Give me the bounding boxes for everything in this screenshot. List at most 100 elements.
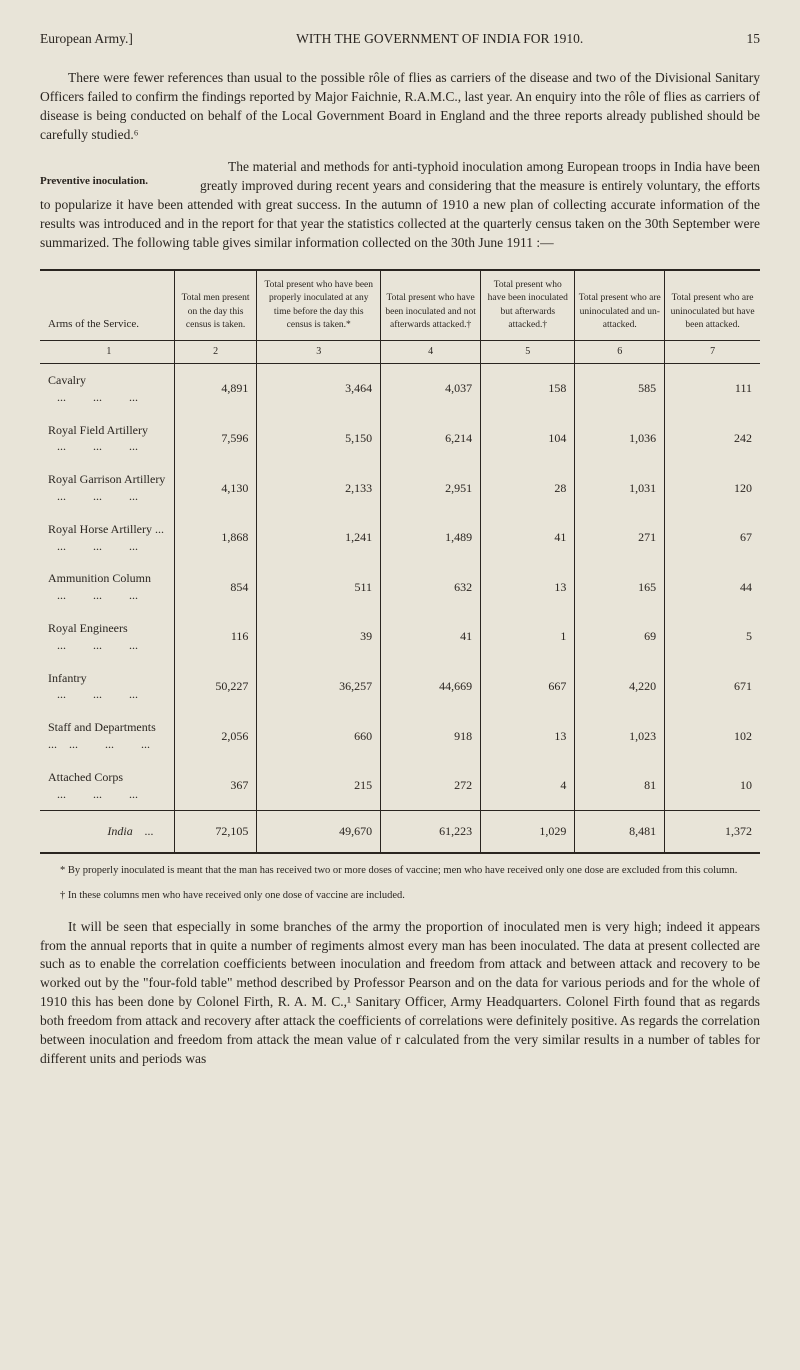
row-value: 13 (481, 711, 575, 761)
row-value: 44,669 (381, 662, 481, 712)
row-value: 4,130 (174, 463, 257, 513)
row-value: 2,951 (381, 463, 481, 513)
row-value: 111 (665, 364, 760, 414)
row-value: 667 (481, 662, 575, 712)
paragraph-2-text: The material and methods for anti-typhoi… (40, 159, 760, 250)
col-header-4: Total present who have been inoculated a… (381, 270, 481, 341)
row-label: Royal Field Artillery ... ... ... (40, 414, 174, 464)
col-header-7: Total present who are uninoculated but h… (665, 270, 760, 341)
row-label: Infantry ... ... ... (40, 662, 174, 712)
table-row: Staff and Departments ... ... ... ...2,0… (40, 711, 760, 761)
row-value: 10 (665, 761, 760, 811)
row-value: 4,037 (381, 364, 481, 414)
row-value: 102 (665, 711, 760, 761)
row-value: 41 (481, 513, 575, 563)
row-value: 1,868 (174, 513, 257, 563)
colnum-2: 2 (174, 341, 257, 364)
row-value: 585 (575, 364, 665, 414)
row-value: 5,150 (257, 414, 381, 464)
colnum-5: 5 (481, 341, 575, 364)
row-label: Ammunition Column ... ... ... (40, 562, 174, 612)
row-value: 67 (665, 513, 760, 563)
row-value: 116 (174, 612, 257, 662)
row-value: 367 (174, 761, 257, 811)
col-header-3: Total present who have been properly ino… (257, 270, 381, 341)
row-value: 2,056 (174, 711, 257, 761)
row-value: 660 (257, 711, 381, 761)
table-row: Ammunition Column ... ... ...85451163213… (40, 562, 760, 612)
row-value: 1,036 (575, 414, 665, 464)
row-value: 511 (257, 562, 381, 612)
header-right: 15 (746, 30, 760, 49)
paragraph-2: Preventive inoculation. The material and… (40, 158, 760, 252)
row-value: 1,031 (575, 463, 665, 513)
row-value: 242 (665, 414, 760, 464)
row-value: 5 (665, 612, 760, 662)
row-value: 4,891 (174, 364, 257, 414)
colnum-7: 7 (665, 341, 760, 364)
footnote-2: † In these columns men who have received… (40, 889, 760, 904)
row-value: 2,133 (257, 463, 381, 513)
row-value: 13 (481, 562, 575, 612)
row-value: 104 (481, 414, 575, 464)
inoculation-table: Arms of the Service. Total men present o… (40, 269, 760, 854)
row-label: Cavalry ... ... ... (40, 364, 174, 414)
row-value: 120 (665, 463, 760, 513)
row-value: 6,214 (381, 414, 481, 464)
sidenote-preventive: Preventive inoculation. (40, 174, 190, 189)
total-value: 72,105 (174, 811, 257, 853)
table-row: Royal Horse Artillery ... ... ... ...1,8… (40, 513, 760, 563)
row-value: 1,023 (575, 711, 665, 761)
row-value: 81 (575, 761, 665, 811)
row-value: 918 (381, 711, 481, 761)
row-label: Royal Engineers ... ... ... (40, 612, 174, 662)
table-body: Cavalry ... ... ...4,8913,4644,037158585… (40, 364, 760, 854)
colnum-6: 6 (575, 341, 665, 364)
colnum-4: 4 (381, 341, 481, 364)
row-value: 1 (481, 612, 575, 662)
table-total-row: India ...72,10549,67061,2231,0298,4811,3… (40, 811, 760, 853)
row-label: Royal Horse Artillery ... ... ... ... (40, 513, 174, 563)
row-value: 69 (575, 612, 665, 662)
row-value: 44 (665, 562, 760, 612)
total-label: India ... (40, 811, 174, 853)
row-value: 165 (575, 562, 665, 612)
row-value: 7,596 (174, 414, 257, 464)
footnote-1: * By properly inoculated is meant that t… (40, 864, 760, 879)
row-value: 671 (665, 662, 760, 712)
row-value: 41 (381, 612, 481, 662)
row-value: 1,241 (257, 513, 381, 563)
row-value: 50,227 (174, 662, 257, 712)
col-header-5: Total present who have been inoculated b… (481, 270, 575, 341)
table-colnum-row: 1 2 3 4 5 6 7 (40, 341, 760, 364)
col-header-6: Total present who are uninoculated and u… (575, 270, 665, 341)
table-row: Cavalry ... ... ...4,8913,4644,037158585… (40, 364, 760, 414)
total-value: 49,670 (257, 811, 381, 853)
header-left: European Army.] (40, 30, 133, 49)
row-value: 28 (481, 463, 575, 513)
col-header-2: Total men present on the day this census… (174, 270, 257, 341)
total-value: 61,223 (381, 811, 481, 853)
total-value: 1,029 (481, 811, 575, 853)
row-value: 3,464 (257, 364, 381, 414)
row-value: 4 (481, 761, 575, 811)
row-value: 272 (381, 761, 481, 811)
table-row: Royal Garrison Artillery ... ... ...4,13… (40, 463, 760, 513)
row-value: 215 (257, 761, 381, 811)
paragraph-3: It will be seen that especially in some … (40, 918, 760, 1069)
row-label: Royal Garrison Artillery ... ... ... (40, 463, 174, 513)
row-value: 1,489 (381, 513, 481, 563)
table-header-row: Arms of the Service. Total men present o… (40, 270, 760, 341)
row-value: 271 (575, 513, 665, 563)
row-value: 632 (381, 562, 481, 612)
row-value: 36,257 (257, 662, 381, 712)
table-row: Royal Field Artillery ... ... ...7,5965,… (40, 414, 760, 464)
page-header: European Army.] WITH THE GOVERNMENT OF I… (40, 30, 760, 49)
col-header-1: Arms of the Service. (40, 270, 174, 341)
table-row: Royal Engineers ... ... ...11639411695 (40, 612, 760, 662)
row-value: 4,220 (575, 662, 665, 712)
total-value: 1,372 (665, 811, 760, 853)
colnum-3: 3 (257, 341, 381, 364)
row-label: Staff and Departments ... ... ... ... (40, 711, 174, 761)
row-label: Attached Corps ... ... ... (40, 761, 174, 811)
